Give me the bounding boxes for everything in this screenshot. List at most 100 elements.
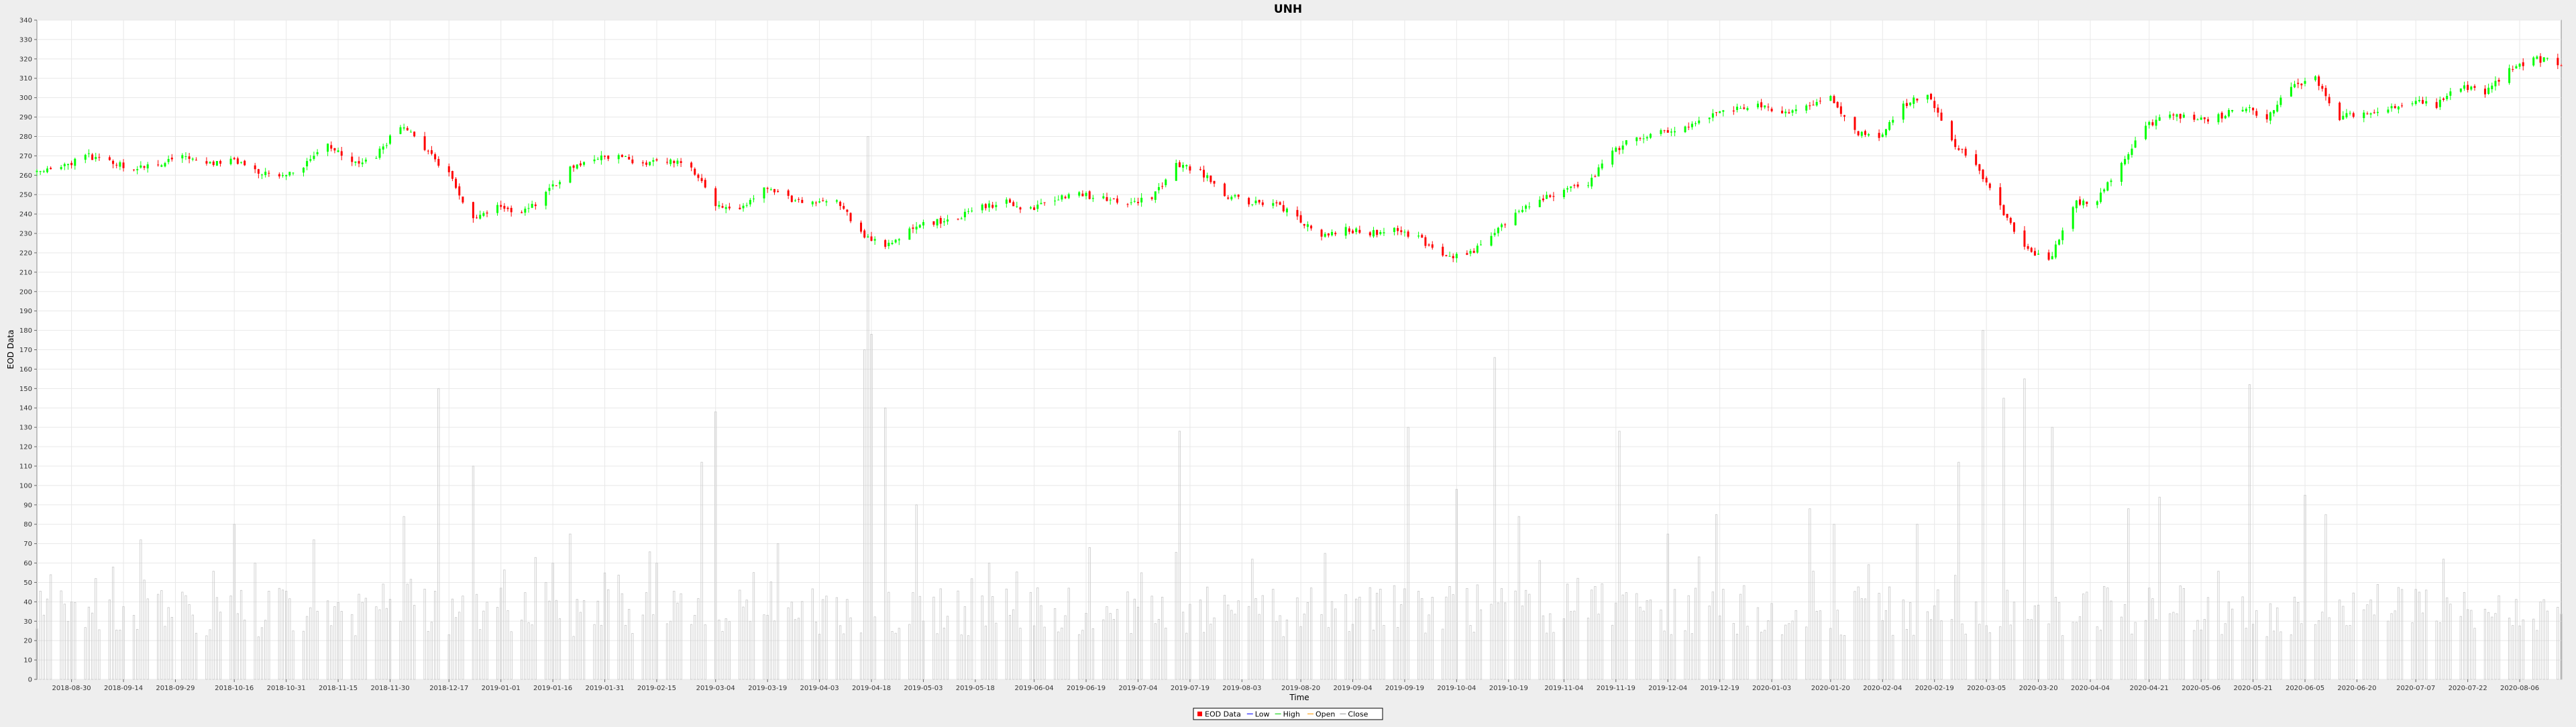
volume-bar	[2276, 607, 2279, 680]
volume-bar	[136, 629, 139, 680]
volume-bar	[1791, 620, 1794, 680]
candle-body	[268, 172, 270, 174]
volume-bar	[2158, 496, 2161, 680]
candle-body	[1594, 176, 1597, 177]
volume-bar	[1237, 600, 1240, 680]
candle-body	[967, 211, 970, 212]
candle-body	[579, 163, 582, 166]
candle-body	[2255, 111, 2258, 116]
candle-body	[74, 158, 76, 166]
volume-bar	[278, 588, 280, 680]
x-tick-label: 2020-03-20	[2019, 685, 2057, 692]
volume-bar	[739, 590, 741, 680]
volume-bar	[1445, 596, 1448, 680]
y-tick-label: 230	[19, 231, 32, 238]
volume-bar	[1306, 602, 1309, 680]
candle-body	[1514, 213, 1517, 225]
candle-body	[1815, 102, 1818, 106]
volume-bar	[2487, 612, 2490, 680]
volume-bar	[891, 630, 894, 680]
volume-bar	[918, 596, 921, 680]
volume-bar	[2169, 613, 2171, 680]
candle-body	[2182, 114, 2185, 118]
volume-bar	[984, 625, 987, 680]
candle-body	[527, 208, 530, 209]
candle-body	[2217, 114, 2220, 123]
volume-bar	[621, 593, 623, 680]
candle-body	[2470, 87, 2473, 90]
volume-bar	[801, 601, 804, 680]
candle-body	[1019, 207, 1022, 210]
volume-bar	[1878, 593, 1880, 680]
volume-bar	[1746, 626, 1749, 680]
candle-body	[1698, 120, 1701, 123]
volume-bar	[680, 593, 682, 680]
candle-body	[1213, 180, 1216, 184]
candle-body	[1254, 201, 1257, 204]
volume-bar	[1868, 564, 1870, 680]
y-tick-label: 210	[19, 269, 32, 276]
candle-body	[763, 187, 765, 199]
candle-body	[655, 159, 658, 161]
candle-body	[496, 205, 499, 213]
volume-bar	[1258, 614, 1260, 680]
volume-bar	[132, 615, 136, 680]
volume-bar	[745, 600, 748, 680]
x-tick-label: 2020-04-04	[2071, 685, 2110, 692]
candle-body	[825, 201, 828, 203]
candle-body	[1091, 198, 1094, 199]
candle-body	[628, 157, 631, 160]
candle-body	[1833, 96, 1835, 103]
candle-body	[1954, 139, 1957, 148]
volume-bar	[108, 600, 111, 680]
volume-bar	[95, 578, 97, 680]
candle-body	[1905, 103, 1908, 106]
y-tick-label: 300	[19, 95, 32, 102]
volume-bar	[1597, 614, 1600, 680]
candle-body	[1625, 140, 1627, 145]
candle-body	[327, 144, 329, 152]
candle-body	[1964, 148, 1967, 156]
candle-body	[777, 190, 780, 192]
candle-body	[2442, 98, 2445, 100]
volume-bar	[697, 598, 700, 680]
candle-body	[1175, 162, 1177, 181]
volume-bar	[309, 607, 312, 680]
volume-bar	[2279, 631, 2282, 680]
candle-body	[1005, 199, 1008, 204]
volume-bar	[1857, 586, 1860, 680]
candle-body	[2127, 154, 2130, 160]
candle-body	[918, 225, 921, 228]
candle-body	[2193, 115, 2196, 120]
volume-bar	[873, 616, 876, 680]
candle-body	[1379, 232, 1382, 235]
volume-bar	[995, 622, 998, 680]
volume-bar	[451, 598, 454, 680]
x-tick-label: 2018-08-30	[52, 685, 91, 692]
candle-body	[2473, 86, 2476, 88]
volume-bar	[1760, 632, 1763, 680]
volume-bar	[2473, 628, 2476, 680]
volume-bar	[1812, 571, 1815, 680]
candle-body	[2145, 125, 2147, 139]
legend-label: Open	[1316, 710, 1335, 719]
candle-body	[1466, 253, 1468, 255]
candle-body	[1985, 178, 1988, 183]
candle-body	[1666, 130, 1669, 133]
volume-bar	[2023, 378, 2026, 680]
volume-bar	[2272, 630, 2275, 680]
candle-body	[1940, 112, 1943, 121]
candle-body	[2459, 88, 2462, 92]
candle-body	[2435, 102, 2438, 108]
candle-body	[2120, 162, 2123, 182]
volume-bar	[333, 606, 336, 680]
candle-body	[1455, 254, 1458, 258]
candle-body	[607, 156, 610, 159]
candle-body	[2086, 201, 2088, 204]
volume-bar	[385, 608, 388, 680]
candle-body	[1884, 129, 1887, 135]
candle-body	[66, 164, 69, 166]
volume-bar	[1053, 608, 1057, 680]
candle-body	[1715, 112, 1718, 113]
volume-bar	[572, 636, 575, 680]
